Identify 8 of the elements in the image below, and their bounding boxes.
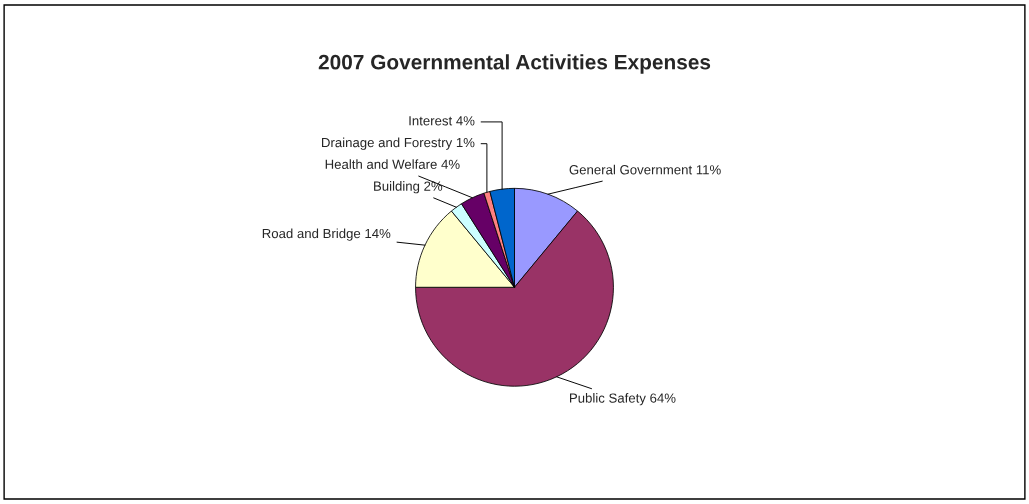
slice-label: Road and Bridge 14% <box>262 228 391 241</box>
slice-label: Interest 4% <box>409 116 475 126</box>
slice-label: Building 2% <box>374 181 443 194</box>
slice-label: Health and Welfare 4% <box>325 159 460 169</box>
slice-label: General Government 11% <box>569 164 721 175</box>
slice-label: Public Safety 64% <box>570 393 676 406</box>
slice-label: Drainage and Forestry 1% <box>322 137 475 150</box>
chart-title: 2007 Governmental Activities Expenses <box>318 54 711 74</box>
